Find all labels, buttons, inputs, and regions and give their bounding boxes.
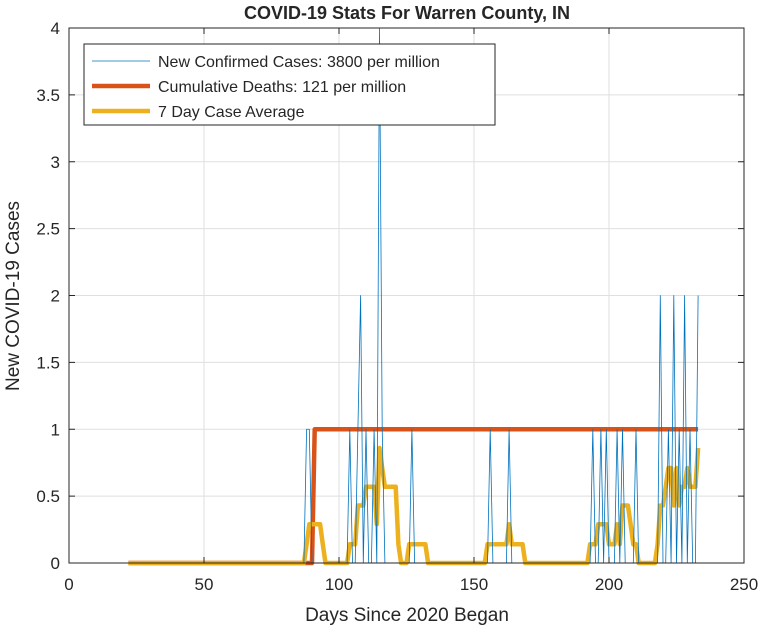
y-tick-label: 2.5 xyxy=(36,220,60,239)
legend-box xyxy=(83,43,496,126)
x-tick-label: 200 xyxy=(595,575,623,594)
x-tick-label: 250 xyxy=(730,575,758,594)
x-tick-label: 100 xyxy=(325,575,353,594)
x-axis-ticks: 0 50 100 150 200 250 xyxy=(64,28,758,594)
chart-title: COVID-19 Stats For Warren County, IN xyxy=(244,3,570,23)
y-tick-label: 3.5 xyxy=(36,86,60,105)
y-tick-label: 1.5 xyxy=(36,353,60,372)
x-axis-label: Days Since 2020 Began xyxy=(305,605,509,626)
y-tick-label: 1 xyxy=(51,420,60,439)
x-tick-label: 0 xyxy=(64,575,73,594)
x-tick-label: 50 xyxy=(195,575,214,594)
legend-entry-cumulative-deaths: Cumulative Deaths: 121 per million xyxy=(158,79,406,96)
legend: New Confirmed Cases: 3800 per million Cum… xyxy=(83,43,496,126)
y-tick-label: 0.5 xyxy=(36,487,60,506)
y-tick-label: 4 xyxy=(51,19,60,38)
y-tick-label: 2 xyxy=(51,287,60,306)
y-axis-ticks: 0 0.5 1 1.5 2 2.5 3 3.5 4 xyxy=(36,19,744,573)
legend-entry-7day-average: 7 Day Case Average xyxy=(158,104,305,121)
y-tick-label: 0 xyxy=(51,554,60,573)
y-axis-label: New COVID-19 Cases xyxy=(3,201,24,391)
y-tick-label: 3 xyxy=(51,153,60,172)
legend-entry-new-cases: New Confirmed Cases: 3800 per million xyxy=(158,54,440,71)
x-tick-label: 150 xyxy=(460,575,488,594)
